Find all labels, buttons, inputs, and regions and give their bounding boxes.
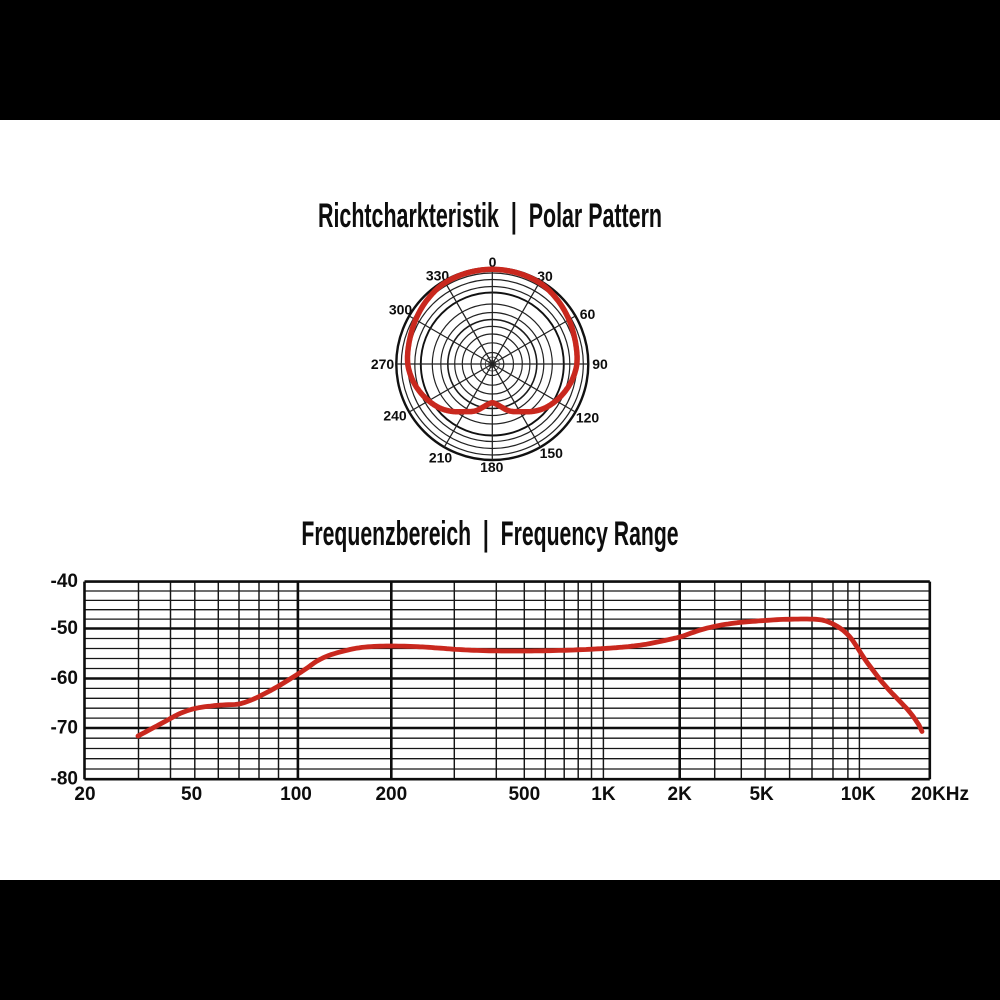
svg-text:150: 150	[540, 445, 564, 461]
svg-text:330: 330	[426, 268, 450, 284]
svg-text:-40: -40	[51, 571, 78, 592]
svg-text:500: 500	[508, 784, 540, 805]
svg-text:120: 120	[576, 410, 600, 426]
svg-text:30: 30	[537, 268, 553, 284]
svg-text:240: 240	[383, 408, 407, 424]
svg-text:20KHz: 20KHz	[911, 784, 969, 805]
svg-text:200: 200	[375, 784, 407, 805]
svg-text:60: 60	[580, 306, 596, 322]
svg-text:90: 90	[592, 356, 608, 372]
svg-text:270: 270	[371, 356, 395, 372]
svg-text:100: 100	[280, 784, 312, 805]
svg-text:-50: -50	[51, 618, 78, 639]
svg-text:10K: 10K	[841, 784, 876, 805]
svg-text:5K: 5K	[749, 784, 774, 805]
svg-text:1K: 1K	[591, 784, 616, 805]
svg-text:300: 300	[389, 302, 413, 318]
svg-text:-60: -60	[51, 668, 78, 689]
svg-text:50: 50	[181, 784, 202, 805]
svg-text:Frequenzbereich | Frequency: Frequenzbereich | Frequency Range	[301, 515, 678, 553]
svg-text:-80: -80	[51, 769, 78, 790]
svg-text:20: 20	[74, 784, 95, 805]
svg-text:-70: -70	[51, 718, 78, 739]
svg-text:210: 210	[429, 449, 453, 465]
svg-text:180: 180	[480, 459, 504, 475]
svg-text:2K: 2K	[668, 784, 693, 805]
svg-text:Richtcharkteristik | Polar P: Richtcharkteristik | Polar Pattern	[318, 197, 662, 235]
svg-text:0: 0	[489, 254, 497, 270]
